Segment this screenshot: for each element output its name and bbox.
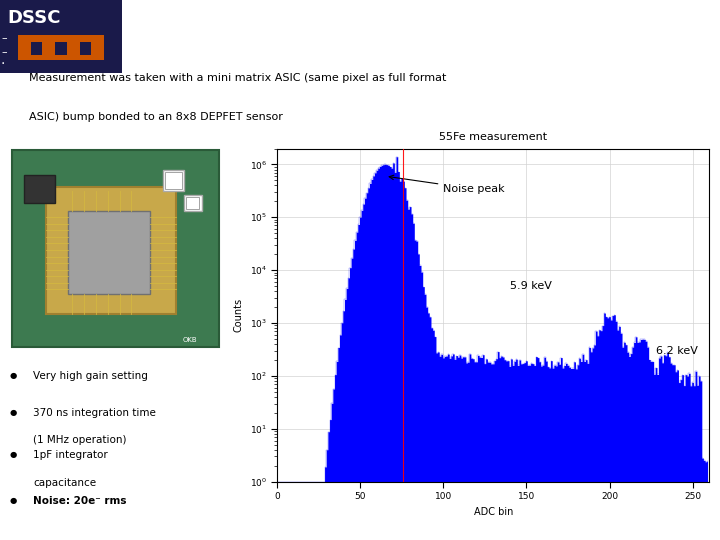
Text: ●: ● xyxy=(10,372,17,380)
Text: 1pF integrator: 1pF integrator xyxy=(33,450,108,461)
Text: (1 MHz operation): (1 MHz operation) xyxy=(33,435,127,445)
Text: ●: ● xyxy=(10,450,17,460)
Y-axis label: Counts: Counts xyxy=(234,298,244,332)
Bar xyxy=(163,171,184,191)
Title: 55Fe measurement: 55Fe measurement xyxy=(439,132,547,142)
Bar xyxy=(91,42,104,56)
Text: Noise peak: Noise peak xyxy=(390,175,505,194)
Text: DSSC: DSSC xyxy=(7,9,60,27)
X-axis label: ADC bin: ADC bin xyxy=(474,507,513,517)
Text: 5.9 keV: 5.9 keV xyxy=(510,281,552,291)
Bar xyxy=(42,42,55,56)
Bar xyxy=(46,187,176,314)
Text: Noise: 20e⁻ rms: Noise: 20e⁻ rms xyxy=(33,496,127,506)
Text: 6.2 keV: 6.2 keV xyxy=(656,346,698,356)
Text: ASIC) bump bonded to an 8x8 DEPFET sensor: ASIC) bump bonded to an 8x8 DEPFET senso… xyxy=(29,111,283,122)
Bar xyxy=(18,42,31,56)
Bar xyxy=(18,35,104,42)
Bar xyxy=(24,174,55,203)
Bar xyxy=(68,212,150,294)
Text: ●: ● xyxy=(10,408,17,417)
Text: Very high gain setting: Very high gain setting xyxy=(33,372,148,381)
Text: Measurement was taken with a mini matrix ASIC (same pixel as full format: Measurement was taken with a mini matrix… xyxy=(29,73,446,83)
Text: –: – xyxy=(1,48,7,57)
Text: Full Chain Measurement with DEPFET Sensor: Full Chain Measurement with DEPFET Senso… xyxy=(133,28,554,45)
Text: 370 ns integration time: 370 ns integration time xyxy=(33,408,156,418)
Text: 14: 14 xyxy=(696,516,709,526)
Bar xyxy=(186,197,199,210)
Bar xyxy=(67,42,80,56)
Text: ●: ● xyxy=(10,496,17,505)
Text: ·: · xyxy=(1,57,5,71)
Bar xyxy=(0,0,122,73)
Text: 13th Pisa Meeting: 13th Pisa Meeting xyxy=(640,529,709,538)
Text: capacitance: capacitance xyxy=(33,478,96,488)
Bar xyxy=(165,172,182,189)
Bar xyxy=(18,55,104,60)
Text: –: – xyxy=(1,33,7,43)
Text: OKB: OKB xyxy=(183,337,197,343)
Bar xyxy=(184,195,202,212)
